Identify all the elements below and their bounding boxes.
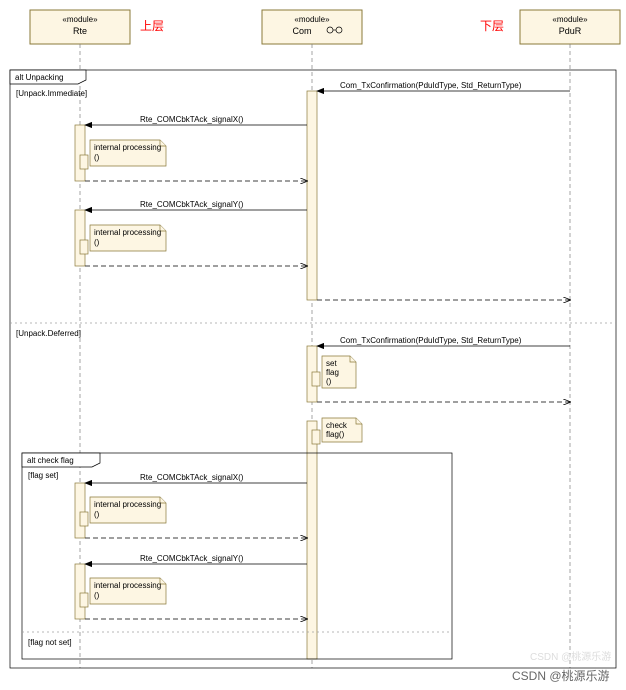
svg-text:internal processing: internal processing <box>94 581 161 590</box>
label-upper: 上层 <box>140 19 164 33</box>
guard-flag-notset: [flag not set] <box>28 638 72 647</box>
svg-text:(): () <box>94 238 100 247</box>
exec-rte-3 <box>75 483 85 538</box>
guard-immediate: [Unpack.Immediate] <box>16 89 87 98</box>
lifeline-name: Rte <box>73 26 87 36</box>
exec-rte-1 <box>75 125 85 181</box>
note-check-flag: check flag() <box>312 418 362 444</box>
sequence-diagram: «module» Rte «module» Com «module» PduR … <box>0 0 626 690</box>
lifeline-pdur: «module» PduR <box>520 10 620 668</box>
msg-label: Com_TxConfirmation(PduIdType, Std_Return… <box>340 81 522 90</box>
note-internal-2: internal processing () <box>80 225 166 254</box>
guard-flag-set: [flag set] <box>28 471 58 480</box>
svg-text:(): () <box>94 153 100 162</box>
label-lower: 下层 <box>480 19 504 33</box>
stereotype: «module» <box>552 15 588 24</box>
note-set-flag: set flag () <box>312 356 356 388</box>
svg-text:(): () <box>94 510 100 519</box>
frame-label: alt check flag <box>27 456 74 465</box>
svg-text:flag: flag <box>326 368 339 377</box>
note-internal-1: internal processing () <box>80 140 166 169</box>
svg-text:internal processing: internal processing <box>94 228 161 237</box>
msg-label: Rte_COMCbkTAck_signalX() <box>140 115 244 124</box>
exec-rte-4 <box>75 564 85 619</box>
frame-label: alt Unpacking <box>15 73 63 82</box>
lifeline-name: PduR <box>559 26 582 36</box>
msg-label: Com_TxConfirmation(PduIdType, Std_Return… <box>340 336 522 345</box>
svg-text:(): () <box>94 591 100 600</box>
watermark-faint: CSDN @桃源乐游 <box>530 650 611 663</box>
exec-rte-2 <box>75 210 85 266</box>
exec-com-3 <box>307 421 317 659</box>
msg-label: Rte_COMCbkTAck_signalY() <box>140 200 244 209</box>
watermark: CSDN @桃源乐游 <box>512 668 610 683</box>
svg-text:flag(): flag() <box>326 430 345 439</box>
lifeline-name: Com <box>292 26 311 36</box>
svg-text:internal processing: internal processing <box>94 500 161 509</box>
msg-label: Rte_COMCbkTAck_signalX() <box>140 473 244 482</box>
svg-text:check: check <box>326 421 348 430</box>
guard-deferred: [Unpack.Deferred] <box>16 329 81 338</box>
msg-label: Rte_COMCbkTAck_signalY() <box>140 554 244 563</box>
stereotype: «module» <box>294 15 330 24</box>
svg-text:set: set <box>326 359 337 368</box>
note-internal-4: internal processing () <box>80 578 166 607</box>
exec-com-1 <box>307 91 317 300</box>
note-internal-3: internal processing () <box>80 497 166 526</box>
stereotype: «module» <box>62 15 98 24</box>
svg-text:(): () <box>326 377 332 386</box>
svg-text:internal processing: internal processing <box>94 143 161 152</box>
